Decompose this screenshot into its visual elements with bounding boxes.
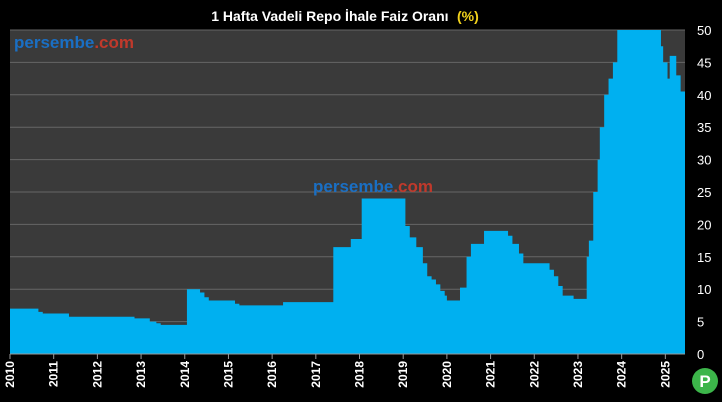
- y-tick-label: 40: [697, 88, 711, 103]
- x-tick-label: 2023: [571, 361, 585, 388]
- logo: P: [692, 368, 718, 394]
- x-tick-label: 2012: [90, 361, 104, 388]
- x-tick-label: 2024: [615, 361, 629, 388]
- y-tick-label: 20: [697, 217, 711, 232]
- y-tick-label: 30: [697, 153, 711, 168]
- y-tick-label: 15: [697, 250, 711, 265]
- x-tick-label: 2016: [265, 361, 279, 388]
- y-tick-label: 25: [697, 185, 711, 200]
- watermark-center-text: persembe: [313, 177, 393, 196]
- logo-letter: P: [699, 372, 710, 391]
- x-tick-label: 2013: [134, 361, 148, 388]
- x-tick-label: 2021: [484, 361, 498, 388]
- watermark-top-left-text: persembe: [14, 33, 94, 52]
- x-ticks: 2010 2011 2012 2013 2014 2015 2016 2017 2018 2019…: [3, 354, 672, 388]
- watermark-top-left: persembe.com: [14, 33, 134, 52]
- watermark-center: persembe.com: [313, 177, 433, 196]
- x-tick-label: 2014: [178, 361, 192, 388]
- y-tick-label: 35: [697, 120, 711, 135]
- logo-circle: [692, 368, 718, 394]
- chart-title: 1 Hafta Vadeli Repo İhale Faiz Oranı (%): [211, 8, 479, 25]
- y-tick-label: 5: [697, 315, 704, 330]
- y-tick-label: 50: [697, 23, 711, 38]
- x-tick-label: 2015: [221, 361, 235, 388]
- x-tick-label: 2011: [47, 361, 61, 387]
- x-tick-label: 2025: [658, 361, 672, 388]
- area-series: [10, 30, 685, 354]
- y-tick-label: 10: [697, 282, 711, 297]
- watermark-center-domain: .com: [393, 177, 433, 196]
- y-tick-label: 0: [697, 347, 704, 362]
- chart-title-main: 1 Hafta Vadeli Repo İhale Faiz Oranı: [211, 8, 448, 24]
- x-tick-label: 2019: [396, 361, 410, 388]
- y-ticks: 0 5 10 15 20 25 30 35 40 45 50: [697, 23, 711, 362]
- chart-title-unit: (%): [457, 8, 479, 24]
- x-tick-label: 2017: [309, 361, 323, 388]
- x-tick-label: 2018: [353, 361, 367, 388]
- y-tick-label: 45: [697, 55, 711, 70]
- x-tick-label: 2022: [527, 361, 541, 388]
- x-tick-label: 2020: [440, 361, 454, 388]
- watermark-top-left-domain: .com: [94, 33, 134, 52]
- x-tick-label: 2010: [3, 361, 17, 388]
